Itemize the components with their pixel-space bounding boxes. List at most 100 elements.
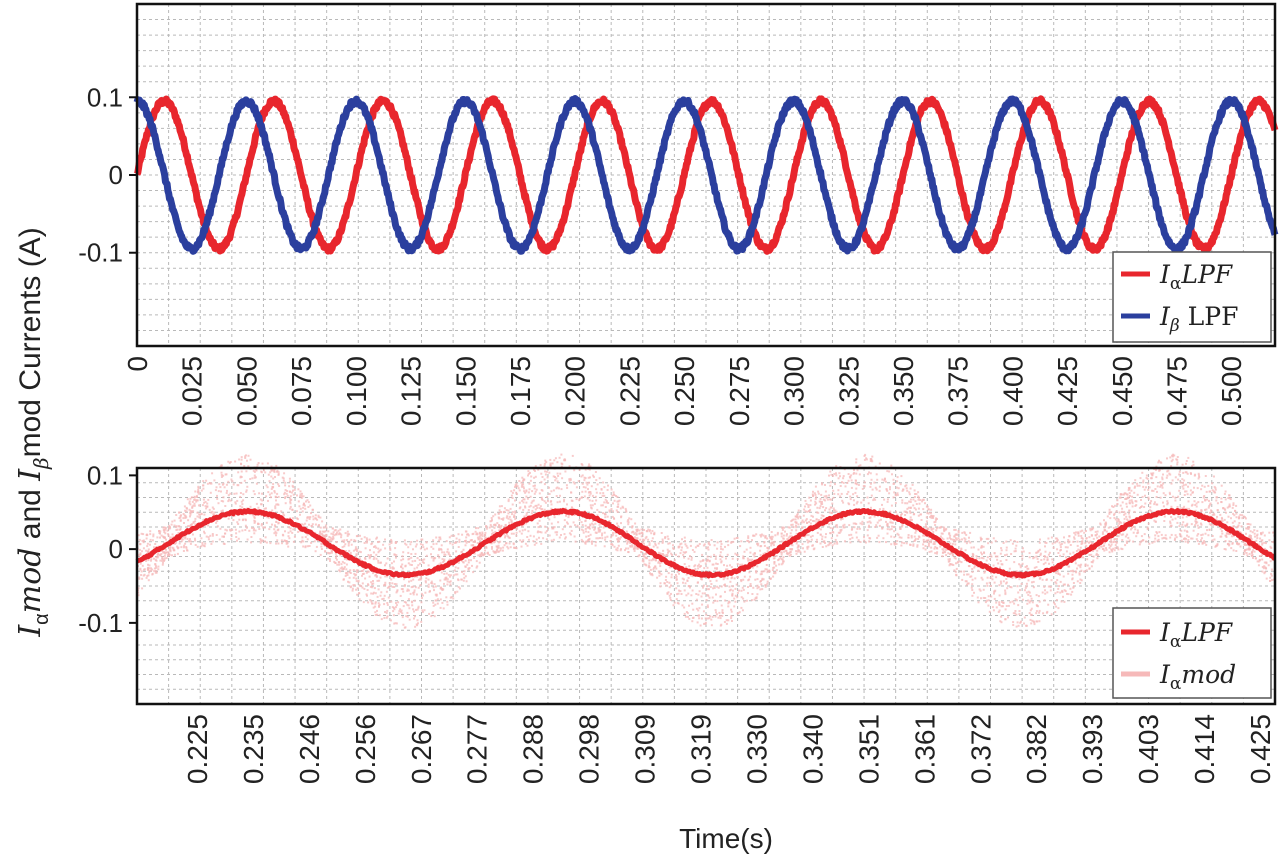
mod-sample-point	[464, 575, 467, 578]
mod-sample-point	[851, 536, 854, 539]
mod-sample-point	[930, 541, 933, 544]
mod-sample-point	[954, 537, 957, 540]
mod-sample-point	[1251, 550, 1254, 553]
mod-sample-point	[408, 607, 411, 610]
mod-sample-point	[1226, 506, 1229, 509]
mod-sample-point	[230, 537, 233, 540]
mod-sample-point	[721, 548, 724, 551]
mod-sample-point	[790, 535, 793, 538]
mod-sample-point	[1162, 482, 1165, 485]
mod-sample-point	[200, 512, 203, 515]
mod-sample-point	[857, 539, 860, 542]
mod-sample-point	[1225, 536, 1228, 538]
mod-sample-point	[987, 604, 990, 607]
mod-sample-point	[555, 477, 558, 480]
mod-sample-point	[689, 574, 692, 577]
mod-sample-point	[374, 545, 377, 548]
mod-sample-point	[908, 493, 911, 496]
mod-sample-point	[1155, 503, 1158, 506]
mod-sample-point	[857, 484, 860, 486]
mod-sample-point	[212, 513, 215, 516]
mod-sample-point	[693, 550, 696, 553]
mod-sample-point	[550, 507, 553, 510]
mod-sample-point	[795, 550, 798, 553]
mod-sample-point	[1182, 481, 1184, 484]
mod-sample-point	[343, 545, 346, 548]
mod-sample-point	[502, 533, 505, 536]
mod-sample-point	[546, 500, 549, 503]
mod-sample-point	[458, 538, 461, 541]
mod-sample-point	[452, 597, 455, 600]
mod-sample-point	[169, 547, 172, 550]
mod-sample-point	[321, 533, 324, 535]
mod-sample-point	[361, 574, 363, 577]
mod-sample-point	[465, 536, 468, 539]
mod-sample-point	[386, 603, 389, 606]
mod-sample-point	[1153, 501, 1156, 504]
mod-sample-point	[1035, 551, 1038, 554]
mod-sample-point	[1169, 522, 1172, 525]
mod-sample-point	[819, 528, 822, 531]
mod-sample-point	[335, 557, 337, 559]
x-tick-label: 0.300	[779, 356, 810, 426]
mod-sample-point	[951, 538, 954, 541]
mod-sample-point	[178, 525, 181, 528]
mod-sample-point	[358, 550, 361, 553]
mod-sample-point	[1078, 549, 1081, 552]
mod-sample-point	[756, 584, 759, 587]
mod-sample-point	[687, 592, 690, 595]
mod-sample-point	[201, 541, 204, 544]
mod-sample-point	[390, 562, 393, 565]
mod-sample-point	[854, 491, 857, 494]
mod-sample-point	[825, 533, 827, 536]
mod-sample-point	[1074, 562, 1077, 565]
mod-sample-point	[1213, 513, 1216, 516]
mod-sample-point	[155, 559, 158, 562]
mod-sample-point	[768, 558, 770, 561]
mod-sample-point	[588, 468, 591, 471]
mod-sample-point	[763, 544, 766, 547]
mod-sample-point	[1033, 566, 1036, 569]
mod-sample-point	[489, 523, 492, 526]
mod-sample-point	[651, 574, 654, 577]
mod-sample-point	[725, 622, 728, 625]
mod-sample-point	[883, 479, 886, 482]
mod-sample-point	[589, 504, 592, 507]
mod-sample-point	[351, 589, 354, 592]
mod-sample-point	[1009, 586, 1012, 588]
mod-sample-point	[292, 493, 295, 496]
mod-sample-point	[869, 472, 872, 475]
mod-sample-point	[1195, 538, 1198, 541]
mod-sample-point	[612, 533, 615, 536]
mod-sample-point	[1255, 539, 1258, 542]
mod-sample-point	[1253, 529, 1256, 532]
mod-sample-point	[568, 479, 571, 482]
mod-sample-point	[240, 456, 243, 459]
mod-sample-point	[439, 538, 442, 541]
mod-sample-point	[1263, 561, 1266, 564]
mod-sample-point	[1162, 473, 1164, 476]
mod-sample-point	[175, 514, 178, 516]
mod-sample-point	[464, 544, 467, 547]
mod-sample-point	[324, 524, 327, 527]
mod-sample-point	[400, 609, 403, 612]
mod-sample-point	[617, 540, 620, 543]
mod-sample-point	[373, 556, 376, 559]
mod-sample-point	[477, 554, 480, 557]
mod-sample-point	[537, 526, 540, 529]
mod-sample-point	[677, 555, 680, 558]
mod-sample-point	[838, 472, 841, 475]
mod-sample-point	[216, 525, 219, 528]
mod-sample-point	[605, 501, 608, 504]
mod-sample-point	[864, 453, 867, 456]
mod-sample-point	[377, 561, 380, 564]
mod-sample-point	[667, 572, 670, 575]
mod-sample-point	[675, 578, 678, 581]
mod-sample-point	[213, 511, 216, 514]
mod-sample-point	[1131, 505, 1134, 508]
mod-sample-point	[568, 478, 571, 481]
mod-sample-point	[250, 536, 253, 538]
mod-sample-point	[1180, 535, 1183, 538]
mod-sample-point	[553, 459, 556, 462]
